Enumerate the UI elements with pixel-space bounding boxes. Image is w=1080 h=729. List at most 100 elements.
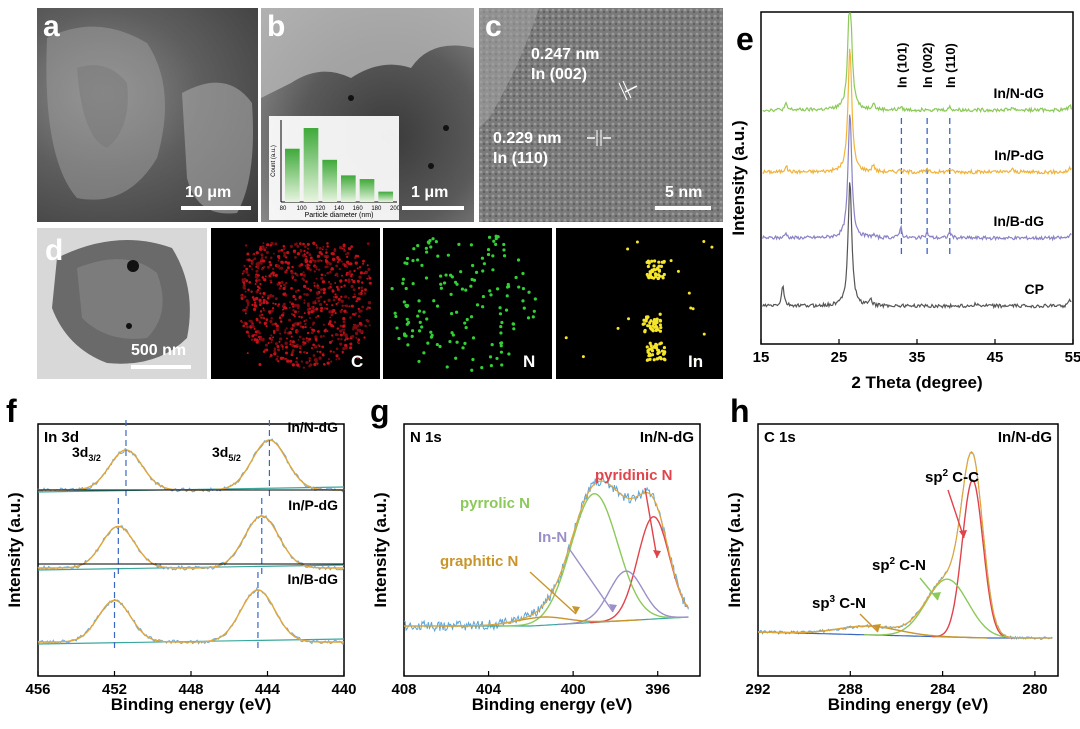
carbon-signal-dot [277,250,280,253]
carbon-signal-dot [303,284,307,289]
nitrogen-signal-dot [469,315,474,319]
nitrogen-signal-dot [439,282,443,286]
carbon-signal-dot [349,346,353,350]
carbon-signal-dot [341,274,344,277]
fit-envelope-line [404,480,689,627]
carbon-signal-dot [336,261,339,264]
carbon-signal-dot [312,343,315,347]
carbon-signal-dot [293,315,296,318]
carbon-signal-dot [266,243,270,247]
carbon-signal-dot [274,302,277,306]
nitrogen-signal-dot [495,287,500,291]
carbon-signal-dot [312,301,316,305]
carbon-signal-dot [304,322,307,326]
nitrogen-signal-dot [498,306,502,310]
background-line [758,631,1053,639]
indium-signal-dot [656,273,660,277]
carbon-signal-dot [341,351,344,354]
carbon-signal-dot [274,242,278,246]
carbon-signal-dot [348,270,352,273]
carbon-signal-dot [341,304,344,308]
carbon-signal-dot [317,268,321,271]
carbon-signal-dot [247,258,251,262]
carbon-signal-dot [282,356,285,359]
carbon-signal-dot [258,286,261,290]
nitrogen-signal-dot [401,281,405,285]
carbon-signal-dot [255,269,259,273]
carbon-signal-dot [246,303,250,307]
carbon-signal-dot [253,301,257,304]
carbon-signal-dot [313,270,317,273]
carbon-signal-dot [254,330,258,334]
carbon-signal-dot [334,282,337,284]
carbon-signal-dot [253,257,257,260]
nitrogen-signal-dot [521,299,525,303]
scalebar-text-b: 1 μm [411,184,449,201]
carbon-signal-dot [333,320,337,324]
carbon-signal-dot [263,265,266,269]
carbon-signal-dot [312,259,314,261]
carbon-signal-dot [324,274,327,277]
carbon-signal-dot [313,284,316,287]
carbon-signal-dot [313,281,316,285]
carbon-signal-dot [316,283,319,286]
carbon-signal-dot [277,259,280,262]
carbon-signal-dot [288,331,292,335]
carbon-signal-dot [368,281,372,285]
nitrogen-signal-dot [453,280,458,284]
carbon-signal-dot [252,325,255,329]
indium-signal-dot [656,348,661,353]
carbon-signal-dot [322,335,325,338]
carbon-signal-dot [322,287,327,292]
carbon-signal-dot [325,256,328,259]
nitrogen-signal-dot [481,305,485,309]
carbon-signal-dot [267,341,270,344]
carbon-signal-dot [315,246,319,249]
indium-signal-dot [663,350,667,354]
carbon-signal-dot [260,316,263,319]
carbon-signal-dot [352,279,356,284]
carbon-signal-dot [320,252,323,256]
indium-signal-dot [653,272,658,276]
carbon-signal-dot [243,277,247,281]
series-label: CP [1025,281,1044,297]
nitrogen-signal-dot [416,314,420,318]
carbon-signal-dot [246,325,249,329]
hrtem-annotation-d002: 0.247 nm [531,46,600,63]
label-arrowhead [959,530,967,538]
carbon-signal-dot [331,334,334,337]
nitrogen-signal-dot [471,336,476,340]
carbon-signal-dot [310,331,314,335]
carbon-signal-dot [366,242,370,246]
indium-signal-dot [564,336,568,340]
carbon-signal-dot [303,245,307,249]
nitrogen-signal-dot [429,245,433,249]
indium-signal-dot [654,342,658,346]
x-tick-label: 25 [831,349,848,366]
nitrogen-signal-dot [403,333,407,337]
carbon-signal-dot [278,340,281,343]
indium-signal-dot [645,345,649,349]
panel-label-g: g [370,393,390,429]
carbon-signal-dot [320,273,324,277]
carbon-signal-dot [328,320,332,323]
carbon-signal-dot [269,256,273,260]
x-tick-label: 456 [25,681,50,698]
carbon-signal-dot [306,242,310,246]
nitrogen-signal-dot [474,270,479,274]
indium-signal-dot [662,345,667,350]
nitrogen-signal-dot [390,287,394,291]
carbon-signal-dot [339,333,343,337]
carbon-signal-dot [255,251,259,255]
nitrogen-signal-dot [439,286,443,290]
nitrogen-signal-dot [449,273,453,277]
carbon-signal-dot [255,279,258,282]
carbon-signal-dot [252,258,255,261]
carbon-signal-dot [331,252,335,256]
carbon-signal-dot [291,363,295,367]
carbon-signal-dot [275,327,280,332]
nitrogen-signal-dot [411,259,415,263]
label-arrow [644,487,658,559]
x-tick-label: 292 [745,681,770,698]
nitrogen-signal-dot [428,239,432,243]
